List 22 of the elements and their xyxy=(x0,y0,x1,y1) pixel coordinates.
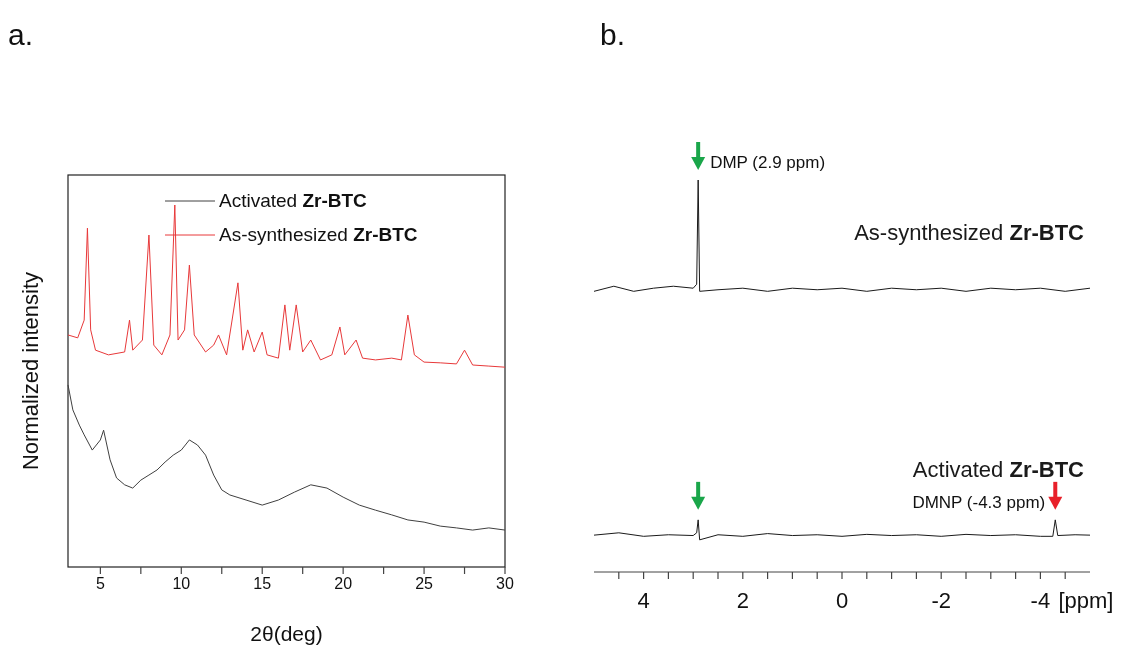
annotation: DMP (2.9 ppm) xyxy=(710,153,826,172)
series-label: As-synthesized Zr-BTC xyxy=(854,220,1085,246)
x-tick-label: 4 xyxy=(637,588,650,613)
x-tick-label: 30 xyxy=(496,575,514,592)
x-tick-label: 5 xyxy=(95,575,105,592)
legend-label: As-synthesized Zr-BTC xyxy=(219,224,418,245)
x-tick-label: 0 xyxy=(835,588,849,613)
legend-label: Activated Zr-BTC xyxy=(219,190,368,211)
x-tick-label: 15 xyxy=(253,575,272,592)
x-tick-label: 2 xyxy=(736,588,749,613)
x-tick-label: 10 xyxy=(172,575,191,592)
text: Activated Zr-BTC xyxy=(912,457,1085,483)
x-axis-title: [ppm] xyxy=(1058,588,1114,613)
y-axis-title: Normalized intensity xyxy=(18,271,43,471)
x-tick-label: 25 xyxy=(415,575,434,592)
x-tick-label: -2 xyxy=(931,588,951,613)
chart-title: b. xyxy=(600,18,626,51)
chart-title: a. xyxy=(8,18,34,51)
annotation: DMNP (-4.3 ppm) xyxy=(912,492,1046,512)
x-axis-title: 2θ(deg) xyxy=(250,622,323,645)
x-tick-label: -4 xyxy=(1030,588,1051,613)
x-tick-label: 20 xyxy=(334,575,353,592)
